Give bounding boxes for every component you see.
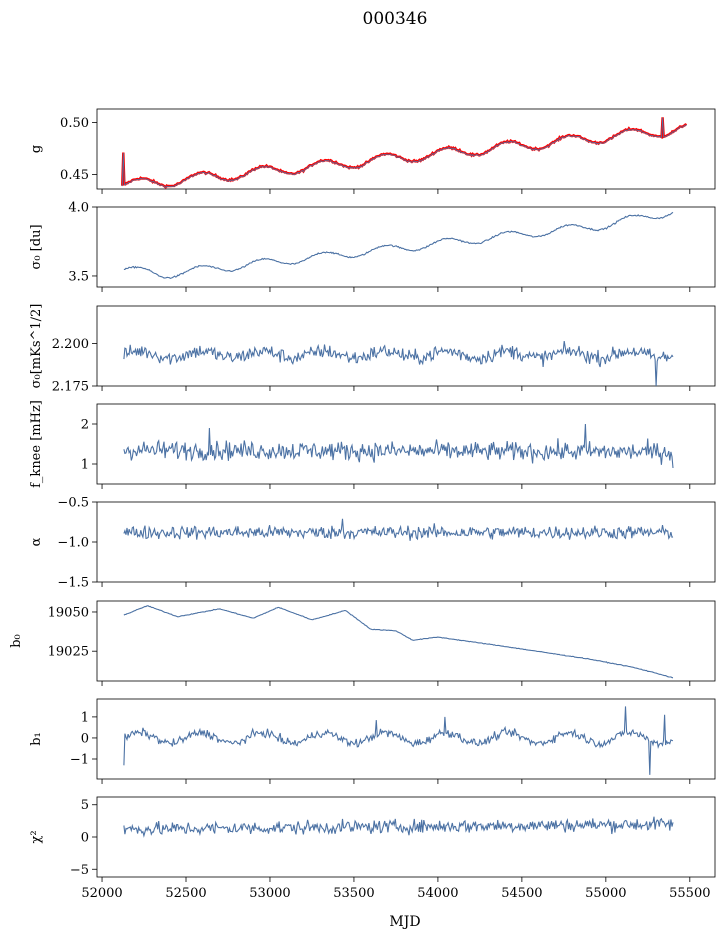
series-line-b1 bbox=[123, 706, 674, 775]
panel-alpha: −1.5 −1.0 −0.5 α bbox=[29, 496, 716, 591]
figure-title: 000346 bbox=[363, 9, 428, 29]
panel-fknee: 1 2 f_knee [mHz] bbox=[29, 400, 716, 489]
series-line-g bbox=[121, 117, 687, 189]
ytick-label-alpha: −0.5 bbox=[57, 496, 89, 511]
ytick-label-chi2: 0 bbox=[81, 831, 89, 846]
series-line-fknee bbox=[123, 423, 674, 469]
series-line-sigma0_mk bbox=[123, 341, 674, 387]
ytick-label-fknee: 1 bbox=[81, 458, 89, 473]
ytick-label-chi2: −5 bbox=[70, 863, 89, 878]
ylabel-b1: b₁ bbox=[29, 732, 44, 746]
axes-frame-b1 bbox=[96, 698, 716, 780]
series-line-b0 bbox=[123, 605, 674, 679]
axes-frame-fknee bbox=[96, 403, 716, 485]
panel-b1: −1 0 1 b₁ bbox=[29, 698, 716, 784]
xtick-label: 55500 bbox=[669, 886, 710, 901]
ytick-label-sigma0_mk: 2.200 bbox=[52, 337, 89, 352]
ylabel-g: g bbox=[29, 145, 44, 153]
xtick-label: 53500 bbox=[333, 886, 374, 901]
panel-chi2: −5 0 5 52000 52500 53000 53500 54000 54500 55000 5… bbox=[29, 796, 716, 901]
x-axis-label: MJD bbox=[389, 914, 420, 930]
panel-sigma0_mk: 2.175 2.200 σ₀[mKs^1/2] bbox=[29, 304, 716, 395]
axes-frame-sigma0_mk bbox=[96, 305, 716, 387]
xtick-label: 53000 bbox=[249, 886, 290, 901]
ytick-label-alpha: −1.5 bbox=[57, 576, 89, 591]
axes-frame-b0 bbox=[96, 600, 716, 682]
xtick-label: 54500 bbox=[501, 886, 542, 901]
ytick-label-b1: −1 bbox=[70, 753, 89, 768]
ytick-label-sigma0_mk: 2.175 bbox=[52, 380, 89, 395]
ytick-label-alpha: −1.0 bbox=[57, 536, 89, 551]
axes-frame-chi2 bbox=[96, 796, 716, 878]
ylabel-b0: b₀ bbox=[9, 634, 24, 648]
series-line-alpha bbox=[123, 518, 674, 541]
ylabel-sigma0_mk: σ₀[mKs^1/2] bbox=[29, 304, 44, 389]
ylabel-chi2: χ² bbox=[29, 830, 44, 843]
axes-frame-alpha bbox=[96, 501, 716, 583]
ytick-label-b1: 0 bbox=[81, 731, 89, 746]
xtick-label: 52500 bbox=[165, 886, 206, 901]
panels: 0.45 0.50 g 3.5 4.0 σ₀ [du] 2.175 2.200 σ₀[mKs^1… bbox=[9, 108, 716, 901]
axes-frame-g bbox=[96, 108, 716, 190]
ytick-label-g: 0.45 bbox=[60, 168, 89, 183]
ytick-label-b0: 19025 bbox=[48, 645, 89, 660]
ytick-label-chi2: 5 bbox=[81, 798, 89, 813]
series-line-chi2 bbox=[123, 816, 674, 838]
ytick-label-b0: 19050 bbox=[48, 605, 89, 620]
ytick-label-sigma0: 3.5 bbox=[68, 269, 89, 284]
series-line-sigma0 bbox=[123, 211, 674, 280]
panel-g: 0.45 0.50 g bbox=[29, 108, 716, 194]
axes-frame-sigma0 bbox=[96, 206, 716, 288]
xtick-label: 55000 bbox=[585, 886, 626, 901]
ytick-label-fknee: 2 bbox=[81, 418, 89, 433]
ytick-label-b1: 1 bbox=[81, 710, 89, 725]
ylabel-alpha: α bbox=[29, 537, 44, 546]
ytick-label-sigma0: 4.0 bbox=[68, 201, 89, 216]
panel-sigma0: 3.5 4.0 σ₀ [du] bbox=[29, 201, 716, 292]
panel-b0: 19025 19050 b₀ bbox=[9, 600, 716, 686]
xtick-label: 52000 bbox=[81, 886, 122, 901]
xtick-label: 54000 bbox=[417, 886, 458, 901]
ylabel-fknee: f_knee [mHz] bbox=[29, 400, 44, 488]
ylabel-sigma0: σ₀ [du] bbox=[29, 224, 44, 269]
fit-line-g bbox=[121, 117, 688, 190]
ytick-label-g: 0.50 bbox=[60, 116, 89, 131]
